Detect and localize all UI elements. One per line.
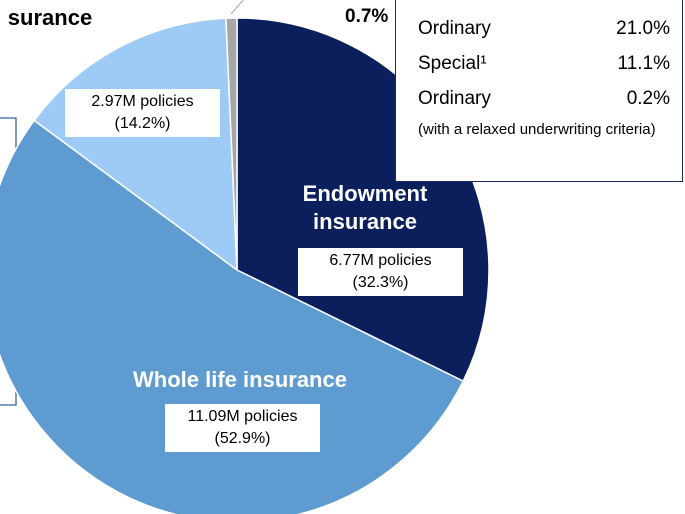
policy-box: 6.77M policies (32.3%): [298, 248, 463, 296]
pie-slice: [0, 119, 465, 514]
breakdown-note: (with a relaxed underwriting criteria): [418, 121, 656, 138]
breakdown-label: Ordinary: [418, 88, 491, 109]
breakdown-label: Special¹: [418, 53, 487, 74]
policy-box: 11.09M policies (52.9%): [165, 404, 320, 452]
category-label: surance: [7, 5, 93, 30]
breakdown-row: Ordinary 0.2%: [418, 81, 670, 116]
value-label: (52.9%): [214, 430, 271, 447]
breakdown-row: Ordinary 21.0%: [418, 11, 670, 46]
pie-slice: [225, 17, 238, 271]
category-label: Whole life insurance: [133, 367, 347, 392]
value-label: (14.2%): [114, 115, 171, 132]
value-label: (32.3%): [352, 274, 409, 291]
breakdown-row: Special¹ 11.1%: [418, 46, 670, 81]
policy-count: 11.09M policies: [187, 408, 298, 425]
value-label: 0.7%: [345, 6, 389, 27]
pie-slice: [33, 17, 238, 272]
leader-line: [230, 0, 244, 15]
category-label: Endowment insurance: [302, 181, 428, 234]
policy-count: 6.77M policies: [329, 252, 432, 269]
breakdown-value: 11.1%: [617, 53, 670, 74]
policy-count: 2.97M policies: [91, 93, 194, 110]
breakdown-label: Ordinary: [418, 18, 491, 39]
breakdown-box: Ordinary 21.0% Special¹ 11.1% Ordinary 0.2% (w…: [395, 0, 683, 182]
breakdown-value: 21.0%: [616, 18, 670, 39]
policy-box: 2.97M policies (14.2%): [65, 89, 220, 137]
breakdown-value: 0.2%: [626, 88, 670, 109]
